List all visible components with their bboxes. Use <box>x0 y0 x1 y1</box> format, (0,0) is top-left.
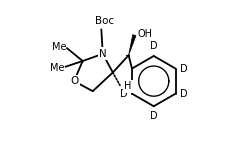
Text: D: D <box>150 41 158 51</box>
Text: D: D <box>120 89 127 99</box>
Text: Me: Me <box>52 42 66 52</box>
Text: Me: Me <box>50 63 65 73</box>
Text: N: N <box>99 49 107 59</box>
Text: OH: OH <box>138 29 153 39</box>
Polygon shape <box>129 35 136 55</box>
Text: O: O <box>70 76 78 86</box>
Text: D: D <box>180 89 188 99</box>
Text: Boc: Boc <box>95 16 114 26</box>
Text: H: H <box>124 81 132 91</box>
Text: D: D <box>150 111 158 121</box>
Text: D: D <box>180 64 188 74</box>
